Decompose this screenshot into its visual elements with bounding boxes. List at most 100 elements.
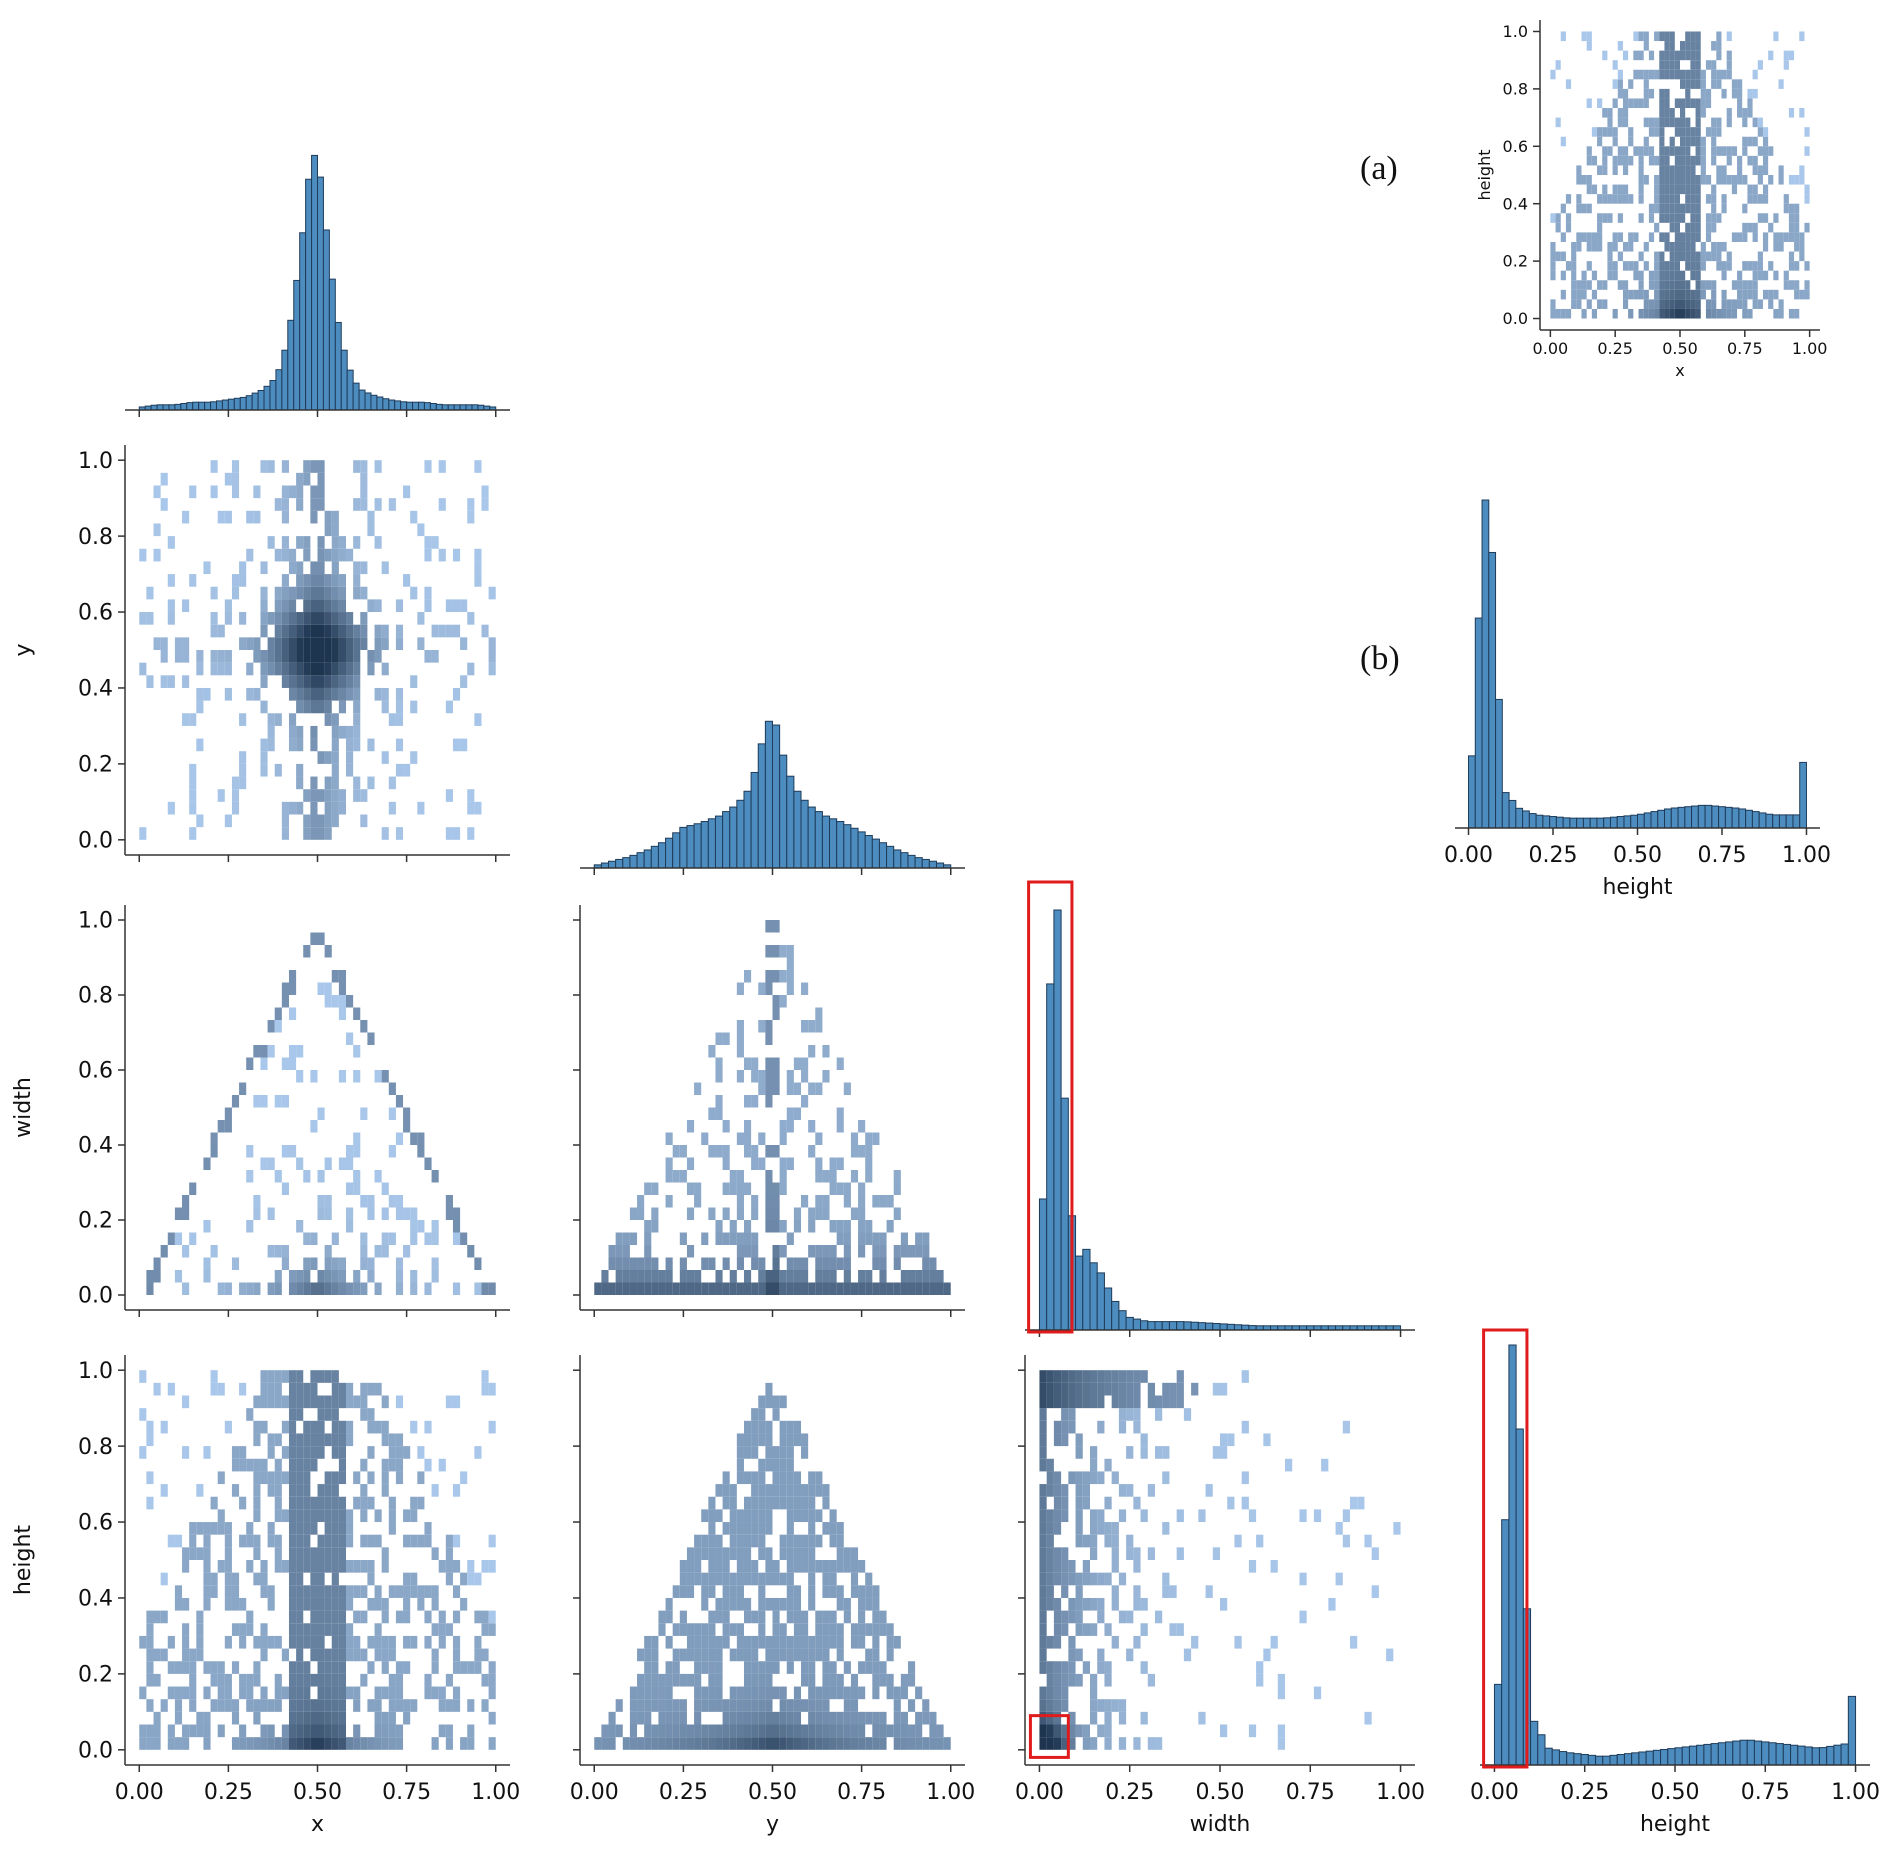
heat_y_height-cell [850, 1572, 859, 1586]
heat_width_height-cell [1147, 1673, 1155, 1687]
heat_width_height-cell [1126, 1446, 1134, 1459]
inset_a-cell [1607, 241, 1613, 252]
heat_y_height-cell [751, 1711, 759, 1725]
heat_x_width-cell [189, 1182, 197, 1195]
heat_y_height-cell [686, 1673, 695, 1687]
heat_x_height-cell [317, 1446, 325, 1459]
heat_y_width-cell [615, 1257, 623, 1270]
heat_x_y-cell [467, 827, 475, 840]
heat_y_height-cell [779, 1484, 787, 1497]
heat_y_height-cell [629, 1737, 638, 1750]
heat_x_y-cell [224, 687, 232, 701]
heat_x_height-cell [388, 1635, 396, 1649]
heat_x_height-cell [410, 1699, 418, 1712]
heat_y_height-cell [651, 1673, 659, 1687]
heat_y_height-cell [729, 1572, 737, 1586]
heat_x_width-cell [410, 1207, 418, 1220]
heat_y_height-cell [829, 1623, 837, 1636]
heat_x_height-cell [288, 1560, 297, 1573]
heat_x_height-cell [267, 1446, 275, 1459]
heat_x_height-cell [303, 1673, 311, 1687]
heat_x_y-cell [281, 637, 289, 650]
heat_y_height-cell [665, 1737, 673, 1750]
inset_a-cell [1742, 299, 1748, 309]
hist_x-bar [281, 349, 289, 411]
heat_x_height-cell [338, 1382, 347, 1396]
heat_x_y-cell [210, 624, 218, 638]
inset_a-cell [1628, 194, 1634, 204]
inset_a-cell [1752, 165, 1758, 175]
hist_y-bar [693, 823, 702, 869]
inset_a-cell [1695, 146, 1701, 156]
heat_y_height-cell [708, 1534, 716, 1548]
heat_x_width-cell [324, 995, 332, 1008]
heat_y_width-cell [822, 1257, 830, 1270]
heat_y_width-cell [644, 1220, 652, 1233]
heat_x_height-xlabel: x [311, 1812, 324, 1837]
heat_x_height-cell [260, 1724, 268, 1738]
hist_width-bar [1168, 1321, 1178, 1331]
heat_y_width-cell [765, 1182, 773, 1195]
heat_y_width-cell [765, 920, 773, 933]
hist_height-bar [1818, 1747, 1828, 1766]
heat_y_height-cell [758, 1610, 766, 1624]
heat_x_y-cell [253, 485, 261, 499]
inset_a-cell [1607, 213, 1613, 223]
heat_width_height-cell [1220, 1433, 1228, 1447]
heat_y_width-cell [708, 1045, 716, 1058]
heat_x_y-cell [310, 687, 318, 701]
inset_a-cell [1659, 308, 1665, 319]
heat_x_width-cell [217, 1282, 225, 1295]
heat_y_width-cell [893, 1245, 901, 1258]
heat_x_height-cell [239, 1446, 247, 1459]
hist_x-bar [263, 385, 271, 411]
heat_x_height-cell [281, 1420, 289, 1434]
heat_x_height-cell [310, 1395, 318, 1409]
heat_y_width-cell [665, 1257, 673, 1270]
heat_y_height-cell [615, 1699, 623, 1712]
heat_x_width-cell [224, 1282, 232, 1295]
heat_x_y-cell [303, 789, 311, 802]
heat_x_width-cell [367, 1032, 375, 1045]
heat_y_width-cell [622, 1270, 630, 1283]
heat_width_height-cell [1111, 1522, 1119, 1535]
heat_width_height-cell [1111, 1635, 1119, 1649]
heat_y_height-cell [822, 1522, 830, 1535]
hist_height-xtick-label: 0.25 [1560, 1780, 1609, 1805]
heat_width_height-xtick-label: 0.50 [1196, 1780, 1245, 1805]
heat_y_width-cell [743, 1245, 752, 1258]
heat_x_height-cell [467, 1724, 475, 1738]
heat_x_y-cell [346, 687, 354, 701]
heat_x_y-cell [231, 574, 240, 587]
heat_y_width-cell [786, 957, 794, 970]
heat_width_height-cell [1364, 1534, 1372, 1548]
inset_a-cell [1768, 289, 1774, 300]
heat_x_width-cell [417, 1220, 425, 1233]
heat_x_height-cell [246, 1522, 254, 1535]
heat_x_y-cell [296, 801, 304, 815]
heat_width_height-cell [1061, 1496, 1069, 1510]
heat_y_width-cell [765, 1032, 773, 1045]
hist_y-bar [608, 860, 617, 869]
heat_y_height-cell [879, 1711, 887, 1725]
heat_x_height-cell [253, 1673, 261, 1687]
heat_y_width-cell [786, 1157, 794, 1170]
inset_a-cell [1664, 108, 1670, 118]
heat_x_height-ylabel: height [11, 1525, 36, 1595]
heat_x_y-cell [317, 751, 325, 764]
heat_x_height-cell [474, 1661, 482, 1674]
heat_y_height-cell [644, 1711, 652, 1725]
heat_x_width-cell [281, 1245, 289, 1258]
heat_y_width-cell [786, 970, 794, 983]
heat_y_height-cell [743, 1471, 752, 1485]
heat_y_width-cell [608, 1282, 616, 1295]
inset_a-cell [1794, 175, 1800, 185]
heat_x_y-cell [403, 574, 411, 587]
inset_a-cell [1773, 289, 1779, 300]
heat_x_y-cell [274, 662, 282, 676]
heat_y_width-cell [915, 1270, 923, 1283]
heat_x_width-cell [246, 1057, 254, 1070]
heat_width_height-cell [1068, 1572, 1076, 1586]
inset_a-cell [1622, 280, 1629, 290]
heat_x_height-cell [481, 1673, 489, 1687]
